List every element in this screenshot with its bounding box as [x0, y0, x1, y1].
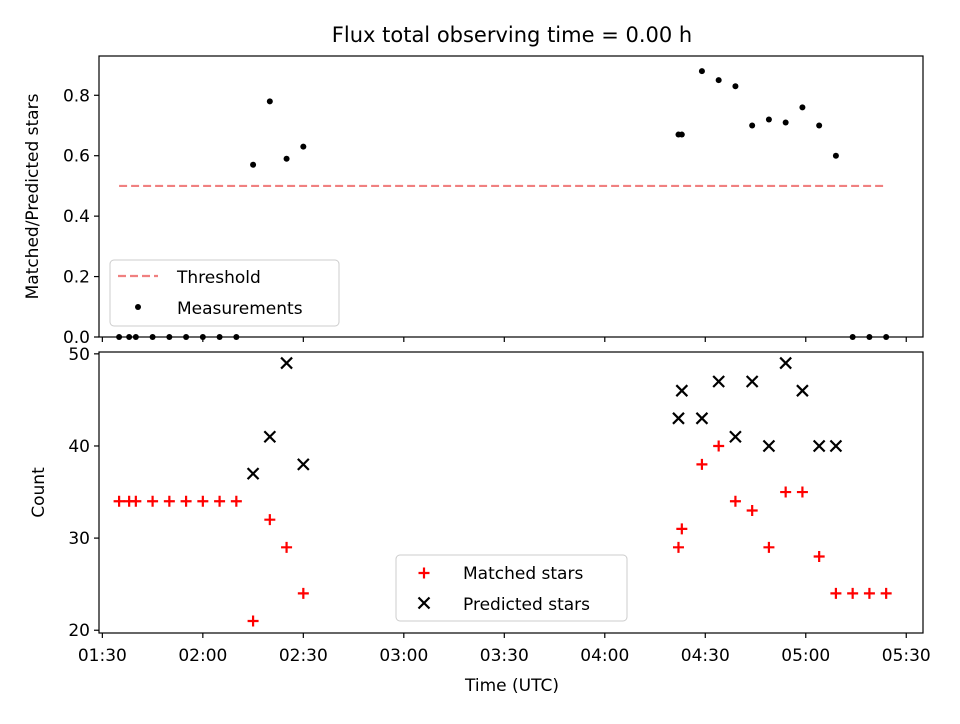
counts-series-1-point-7 — [712, 375, 725, 388]
counts-y-tick-label: 30 — [68, 529, 90, 549]
x-tick-label: 03:00 — [379, 646, 428, 666]
counts-series-1-point-0 — [246, 467, 260, 480]
ratio-series-0-point-12 — [300, 143, 307, 150]
ratio-series-0-point-21 — [799, 104, 806, 111]
counts-series-1-point-9 — [745, 375, 759, 388]
ratio-series-0-point-23 — [832, 152, 839, 159]
counts-series-0-point-6 — [197, 495, 209, 507]
legend-matched-swatch — [418, 567, 430, 579]
count-panel: 20 30 40 50 01:30 02:00 02:30 03:00 03:30 04:00 04… — [29, 345, 931, 666]
ratio-series-0-point-19 — [765, 116, 772, 123]
counts-series-0-point-3 — [147, 495, 159, 507]
chart-title: Flux total observing time = 0.00 h — [332, 23, 692, 47]
x-axis-label: Time (UTC) — [464, 676, 559, 696]
counts-series-0-point-11 — [281, 541, 293, 553]
ratio-y-axis-label: Matched/Predicted stars — [23, 93, 43, 299]
x-tick-label: 04:00 — [580, 646, 629, 666]
ratio-series-0-point-22 — [816, 122, 823, 129]
counts-series-1-point-11 — [779, 356, 792, 370]
ratio-series-0-point-16 — [715, 77, 722, 84]
counts-series-0-point-22 — [813, 551, 825, 563]
counts-series-0-point-26 — [880, 587, 892, 599]
ratio-series-0-point-11 — [283, 155, 290, 162]
x-tick-label: 05:30 — [882, 646, 931, 666]
counts-y-tick-label: 20 — [68, 621, 90, 641]
counts-series-0-point-19 — [763, 541, 775, 553]
ratio-y-tick-label: 0.2 — [63, 268, 90, 288]
counts-series-0-point-0 — [113, 495, 125, 507]
ratio-series-0-point-10 — [266, 98, 273, 105]
counts-y-tick-label: 50 — [68, 345, 90, 365]
x-tick-label: 05:00 — [781, 646, 830, 666]
ratio-y-tick-label: 0.0 — [63, 328, 90, 348]
counts-series-1-point-6 — [695, 412, 709, 425]
counts-series-0-point-7 — [214, 495, 226, 507]
ratio-series-0-point-17 — [732, 83, 739, 90]
ratio-legend: Threshold Measurements — [109, 259, 340, 327]
counts-series-0-point-17 — [729, 495, 741, 507]
ratio-series-0-point-18 — [749, 122, 756, 129]
counts-series-0-point-20 — [780, 486, 792, 498]
ratio-series-0-point-15 — [698, 68, 705, 75]
counts-series-0-point-10 — [264, 514, 276, 526]
legend-matched-label: Matched stars — [463, 564, 583, 584]
counts-series-1-point-12 — [796, 384, 809, 397]
x-tick-label: 02:30 — [279, 646, 328, 666]
counts-series-1-point-5 — [675, 384, 689, 397]
ratio-series-0-point-14 — [678, 131, 685, 138]
x-tick-label: 04:30 — [681, 646, 730, 666]
ratio-series-0-point-20 — [782, 119, 789, 126]
ratio-y-tick-label: 0.4 — [63, 207, 90, 227]
counts-series-1-point-8 — [729, 430, 742, 444]
counts-series-0-point-5 — [180, 495, 192, 507]
count-legend: Matched stars Predicted stars — [395, 554, 628, 622]
counts-series-0-point-4 — [163, 495, 175, 507]
counts-series-0-point-16 — [713, 440, 725, 452]
counts-series-0-point-21 — [796, 486, 808, 498]
counts-y-axis-label: Count — [29, 467, 49, 518]
legend-threshold-label: Threshold — [176, 268, 261, 288]
counts-series-1-point-2 — [280, 356, 293, 370]
counts-y-tick-label: 40 — [68, 437, 90, 457]
counts-series-0-point-25 — [863, 587, 875, 599]
legend-measurements-label: Measurements — [177, 299, 303, 319]
legend-box — [109, 259, 340, 327]
counts-series-1-point-3 — [297, 458, 310, 471]
legend-predicted-swatch — [417, 596, 431, 610]
x-tick-label: 03:30 — [480, 646, 529, 666]
counts-series-1-point-4 — [672, 412, 685, 425]
counts-series-1-point-13 — [812, 439, 826, 453]
legend-box — [395, 554, 628, 622]
counts-series-0-point-23 — [830, 587, 842, 599]
counts-series-0-point-12 — [297, 587, 309, 599]
counts-series-0-point-24 — [847, 587, 859, 599]
counts-series-0-point-18 — [746, 504, 758, 516]
counts-series-1-point-10 — [762, 439, 776, 453]
ratio-panel: 0.0 0.2 0.4 0.6 0.8 Matched/Predicted stars Th… — [23, 55, 924, 348]
counts-series-0-point-8 — [230, 495, 242, 507]
counts-series-0-point-14 — [676, 523, 688, 535]
ratio-series-0-point-9 — [250, 161, 257, 168]
counts-series-0-point-2 — [130, 495, 142, 507]
ratio-axes-frame — [98, 55, 924, 338]
counts-axes-frame — [98, 351, 924, 634]
x-tick-label: 01:30 — [78, 646, 127, 666]
counts-series-1-point-1 — [263, 430, 277, 444]
legend-measurements-swatch — [135, 304, 141, 310]
counts-series-1-point-14 — [829, 439, 843, 453]
x-tick-label: 02:00 — [178, 646, 227, 666]
counts-series-0-point-15 — [696, 458, 708, 470]
counts-series-0-point-9 — [247, 615, 259, 627]
ratio-y-tick-label: 0.8 — [63, 86, 90, 106]
legend-predicted-label: Predicted stars — [463, 595, 590, 615]
ratio-y-tick-label: 0.6 — [63, 147, 90, 167]
counts-series-0-point-13 — [672, 541, 684, 553]
